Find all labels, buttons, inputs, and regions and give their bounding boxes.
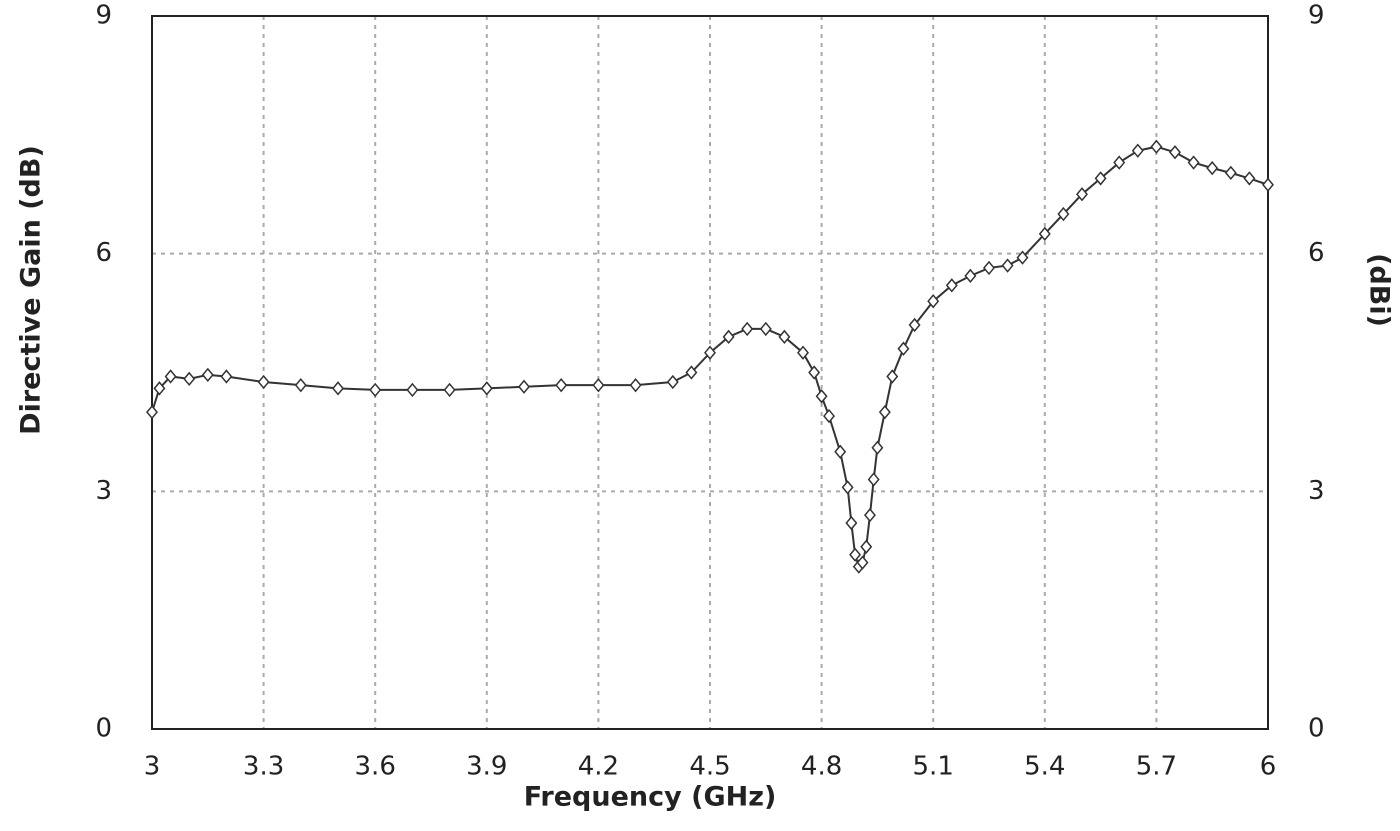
x-tick-label: 3.9 [466,752,507,782]
data-marker [1243,171,1256,186]
data-marker [201,367,214,383]
y2-tick-label: 3 [1308,476,1325,506]
data-marker [860,539,873,554]
y-tick-label: 3 [95,476,112,506]
data-marker [834,444,847,459]
data-marker [146,404,158,420]
data-marker [1169,145,1181,160]
x-tick-label: 5.7 [1136,752,1177,782]
x-tick-label: 6 [1260,752,1277,782]
data-marker [886,369,899,384]
x-tick-label: 3.6 [355,752,396,782]
data-marker [863,507,876,523]
data-marker [480,381,493,396]
y2-tick-label: 6 [1308,238,1325,268]
data-marker [183,371,196,387]
data-marker [1206,160,1219,176]
y-tick-label: 9 [95,1,112,31]
y2-axis-title: (dBi) [1364,253,1395,327]
x-tick-label: 5.1 [913,752,954,782]
data-marker [1038,226,1051,242]
data-marker [841,480,854,495]
y-tick-label: 6 [95,238,112,268]
data-marker [897,341,910,356]
data-marker [1131,143,1144,158]
data-marker [666,374,679,390]
data-marker [945,278,958,293]
data-marker [908,317,921,333]
data-marker [629,378,642,393]
x-axis-title: Frequency (GHz) [524,782,777,813]
x-tick-label: 4.5 [689,752,730,782]
data-marker [257,374,270,390]
data-marker [849,547,862,562]
data-marker [1016,250,1029,265]
data-marker [153,381,166,396]
data-marker [1150,139,1163,154]
data-marker [741,321,754,337]
data-marker [592,378,605,393]
data-marker [808,365,821,380]
data-marker [1076,187,1088,202]
y-tick-label: 0 [95,714,112,744]
data-marker [1057,206,1070,222]
plot-frame [151,15,1269,730]
data-marker [1094,171,1107,186]
data-marker [164,369,177,384]
data-marker [406,382,419,398]
data-marker [983,260,995,276]
x-tick-label: 4.2 [578,752,619,782]
x-tick-label: 3.3 [243,752,284,782]
data-marker [1113,155,1126,170]
data-marker [722,329,735,345]
data-marker [878,404,891,420]
y-axis-title: Directive Gain (dB) [16,145,47,435]
data-marker [867,472,880,487]
y2-tick-label: 0 [1308,714,1325,744]
x-tick-label: 4.8 [801,752,842,782]
data-marker [555,378,568,393]
data-marker [759,321,772,337]
data-marker [1262,177,1274,192]
data-marker [685,365,698,380]
data-marker [815,389,828,404]
data-marker [518,379,530,394]
data-marker [871,440,884,455]
data-marker [823,408,836,424]
x-tick-label: 3 [144,752,161,782]
data-marker [856,555,869,570]
x-tick-label: 5.4 [1024,752,1065,782]
data-marker [332,381,344,396]
data-marker [294,378,307,393]
data-marker [1001,258,1014,273]
data-marker [845,515,858,531]
data-marker [927,294,940,309]
data-marker [443,382,456,398]
data-marker [1224,165,1237,181]
y2-tick-label: 9 [1308,1,1325,31]
data-marker [778,329,791,345]
data-marker [1187,155,1200,170]
data-marker [704,345,716,360]
data-marker [369,382,382,398]
data-marker [797,345,809,360]
data-marker [220,369,233,384]
data-marker [964,268,977,284]
